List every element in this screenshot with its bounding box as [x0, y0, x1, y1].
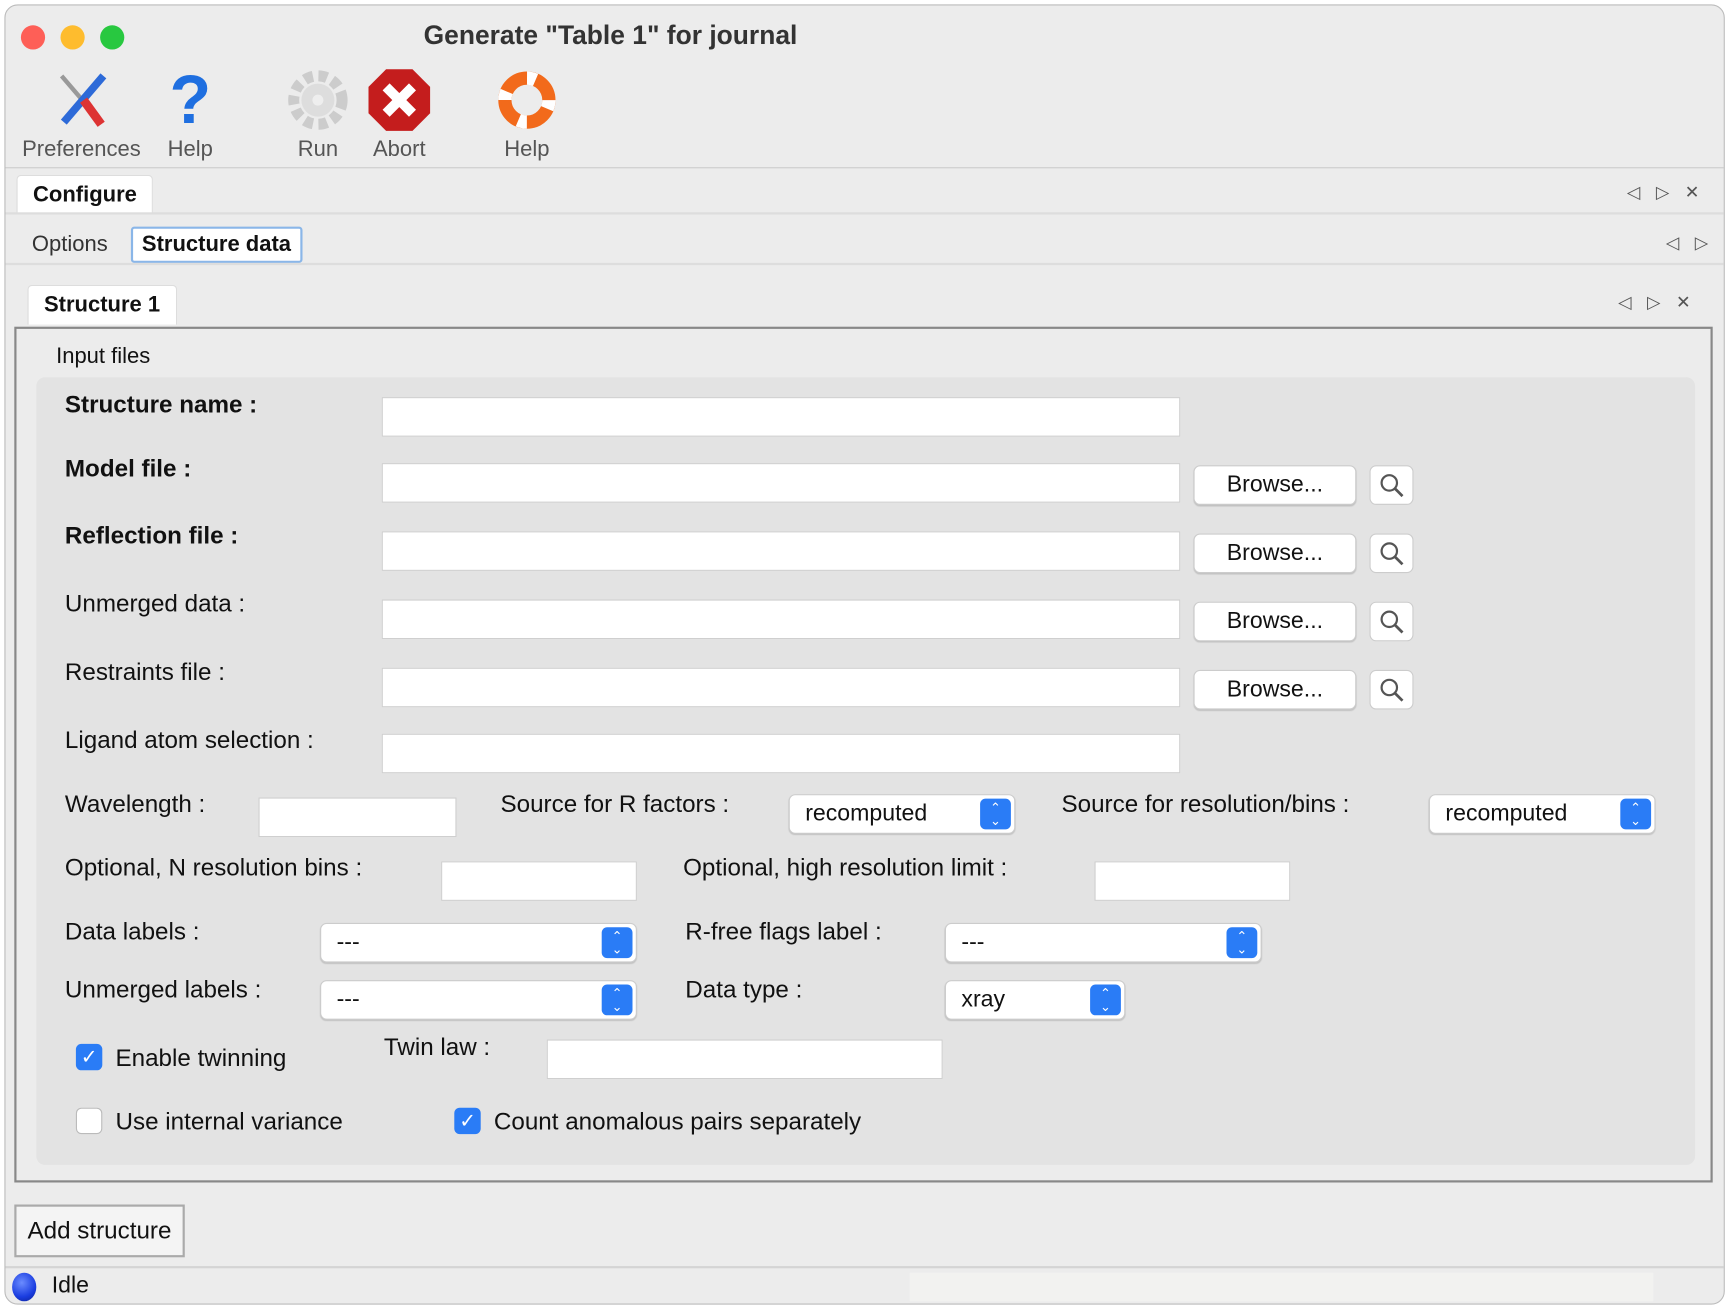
internal-variance-checkbox[interactable]: [75, 1107, 103, 1135]
unmerged-data-input[interactable]: [381, 599, 1181, 640]
lifebuoy-icon: [490, 63, 565, 138]
help-label: Help: [167, 137, 213, 162]
res-source-label: Source for resolution/bins :: [1061, 789, 1350, 818]
data-labels-value: ---: [336, 929, 360, 955]
ligand-selection-label: Ligand atom selection :: [64, 726, 314, 754]
wavelength-label: Wavelength :: [64, 789, 206, 818]
run-button[interactable]: Run: [285, 63, 351, 163]
restraints-file-label: Restraints file :: [64, 657, 225, 686]
status-text: Idle: [51, 1272, 89, 1298]
res-source-value: recomputed: [1445, 800, 1568, 827]
abort-icon: [364, 63, 434, 138]
run-label: Run: [297, 137, 339, 162]
model-search-icon[interactable]: [1369, 465, 1414, 505]
reflection-search-icon[interactable]: [1369, 533, 1414, 574]
preferences-label: Preferences: [22, 137, 141, 162]
input-files-group: Structure name : Model file : Browse... …: [36, 377, 1696, 1165]
r-source-label: Source for R factors :: [500, 789, 730, 818]
help-button[interactable]: ? Help: [157, 62, 223, 163]
high-res-label: Optional, high resolution limit :: [683, 853, 1008, 882]
stepper-icon: ⌃ ⌄: [1620, 798, 1652, 830]
data-labels-select[interactable]: --- ⌃ ⌄: [320, 922, 637, 963]
structure-name-input[interactable]: [381, 397, 1181, 437]
gear-icon: [285, 63, 351, 138]
structure-tab-nav-arrows[interactable]: ◁▷✕: [1618, 293, 1707, 313]
close-window-button[interactable]: [20, 25, 46, 50]
internal-variance-label: Use internal variance: [115, 1107, 343, 1136]
data-type-value: xray: [961, 986, 1006, 1012]
progress-bar: [909, 1272, 1654, 1302]
n-bins-input[interactable]: [441, 861, 637, 901]
restraints-search-icon[interactable]: [1369, 669, 1414, 710]
help-lifebuoy-button[interactable]: Help: [490, 63, 565, 163]
zoom-window-button[interactable]: [100, 25, 125, 50]
restraints-file-input[interactable]: [381, 667, 1181, 708]
r-source-value: recomputed: [805, 800, 928, 827]
enable-twinning-label: Enable twinning: [115, 1043, 287, 1072]
stepper-icon: ⌃ ⌄: [980, 798, 1011, 830]
unmerged-search-icon[interactable]: [1369, 601, 1414, 642]
subtab-nav-arrows[interactable]: ◁▷: [1665, 234, 1724, 253]
status-indicator-icon: [12, 1272, 37, 1302]
main-window: Generate "Table 1" for journal Preferenc…: [4, 4, 1725, 1305]
anomalous-checkbox[interactable]: ✓: [454, 1107, 481, 1135]
data-labels-label: Data labels :: [64, 917, 200, 945]
high-res-input[interactable]: [1094, 861, 1291, 901]
anomalous-label: Count anomalous pairs separately: [493, 1107, 862, 1136]
structure-panel: Input files Structure name : Model file …: [14, 326, 1713, 1183]
tab-nav-arrows[interactable]: ◁▷✕: [1626, 183, 1715, 203]
tab-structure-1[interactable]: Structure 1: [27, 284, 177, 325]
model-file-label: Model file :: [64, 454, 192, 482]
rfree-label: R-free flags label :: [685, 917, 882, 945]
unmerged-browse-button[interactable]: Browse...: [1193, 601, 1357, 642]
twin-law-input[interactable]: [546, 1039, 943, 1080]
preferences-button[interactable]: Preferences: [14, 63, 148, 163]
ligand-selection-input[interactable]: [381, 733, 1181, 774]
data-type-label: Data type :: [685, 975, 803, 1004]
data-type-select[interactable]: xray ⌃ ⌄: [944, 980, 1126, 1020]
stepper-icon: ⌃ ⌄: [601, 984, 633, 1016]
window-title: Generate "Table 1" for journal: [423, 20, 798, 51]
res-source-select[interactable]: recomputed ⌃ ⌄: [1428, 794, 1656, 834]
help-label-2: Help: [504, 137, 550, 162]
unmerged-data-label: Unmerged data :: [64, 589, 246, 618]
twin-law-label: Twin law :: [383, 1032, 491, 1061]
reflection-browse-button[interactable]: Browse...: [1193, 533, 1357, 574]
wavelength-input[interactable]: [258, 797, 457, 838]
restraints-browse-button[interactable]: Browse...: [1193, 669, 1357, 710]
tab-configure[interactable]: Configure: [16, 174, 154, 215]
r-source-select[interactable]: recomputed ⌃ ⌄: [788, 794, 1016, 834]
stepper-icon: ⌃ ⌄: [1226, 927, 1258, 959]
model-file-input[interactable]: [381, 463, 1181, 503]
n-bins-label: Optional, N resolution bins :: [64, 853, 363, 882]
unmerged-labels-select[interactable]: --- ⌃ ⌄: [320, 980, 637, 1020]
stepper-icon: ⌃ ⌄: [1090, 984, 1121, 1016]
group-title: Input files: [56, 344, 151, 369]
rfree-value: ---: [961, 929, 985, 955]
rfree-select[interactable]: --- ⌃ ⌄: [944, 922, 1262, 963]
tab-structure-data[interactable]: Structure data: [130, 226, 303, 263]
reflection-file-label: Reflection file :: [64, 521, 239, 549]
tools-icon: [14, 63, 148, 138]
abort-label: Abort: [373, 137, 426, 162]
unmerged-labels-label: Unmerged labels :: [64, 975, 262, 1004]
stepper-icon: ⌃ ⌄: [601, 927, 633, 959]
tab-options[interactable]: Options: [31, 232, 108, 257]
minimize-window-button[interactable]: [60, 25, 85, 50]
structure-name-label: Structure name :: [64, 390, 258, 419]
add-structure-button[interactable]: Add structure: [14, 1204, 185, 1258]
question-icon: ?: [169, 62, 212, 139]
reflection-file-input[interactable]: [381, 531, 1181, 571]
abort-button[interactable]: Abort: [364, 63, 434, 163]
enable-twinning-checkbox[interactable]: ✓: [75, 1043, 103, 1071]
unmerged-labels-value: ---: [336, 986, 360, 1012]
model-browse-button[interactable]: Browse...: [1193, 465, 1357, 505]
